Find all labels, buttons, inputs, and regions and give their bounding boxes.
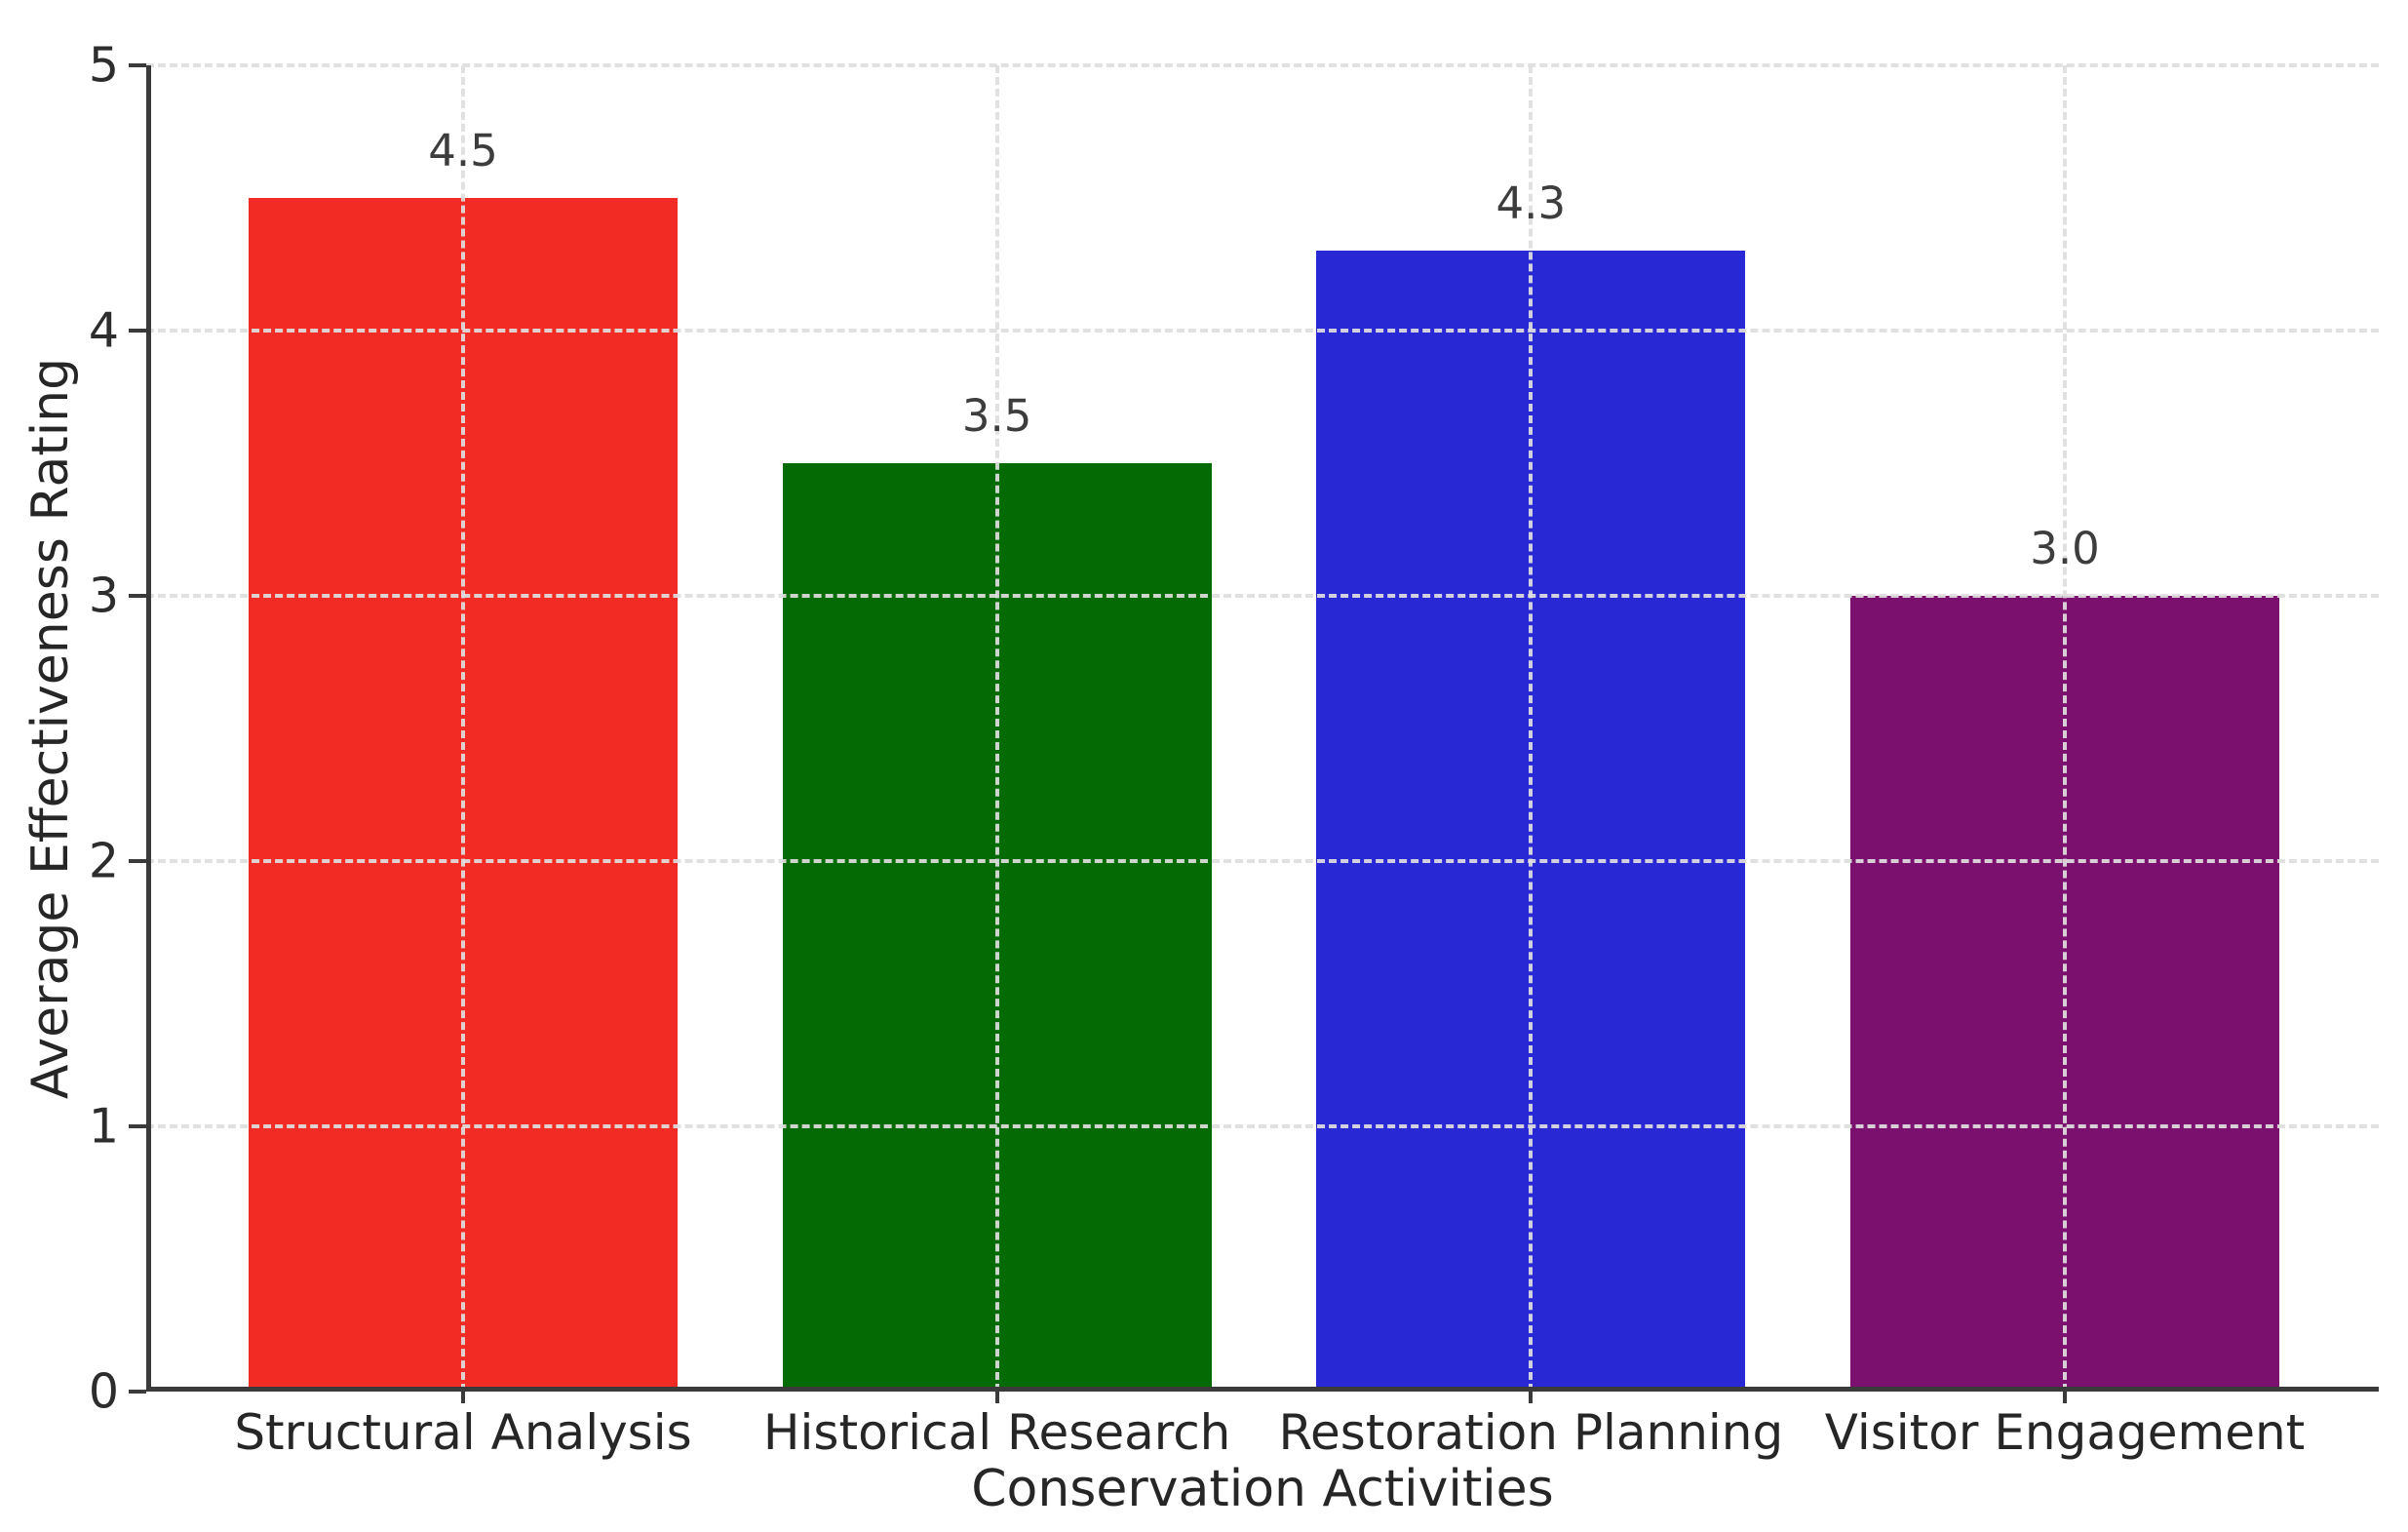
y-tick-4	[129, 329, 146, 333]
gridline-x-visitor-engagement	[2063, 65, 2067, 1392]
gridline-y-1	[146, 1124, 2379, 1128]
y-tick-5	[129, 63, 146, 67]
x-tick-structural-analysis	[461, 1392, 465, 1403]
y-tick-3	[129, 594, 146, 598]
gridline-y-5	[146, 63, 2379, 67]
x-tick-label-structural-analysis: Structural Analysis	[234, 1404, 692, 1461]
bar-value-label-restoration-planning: 4.3	[1495, 177, 1567, 230]
gridline-x-historical-research	[994, 65, 999, 1392]
y-tick-label-3: 3	[88, 568, 119, 624]
y-tick-label-2: 2	[88, 833, 119, 889]
x-axis-spine	[146, 1387, 2379, 1392]
y-tick-1	[129, 1124, 146, 1128]
y-axis-spine	[146, 65, 151, 1392]
bar-value-label-visitor-engagement: 3.0	[2030, 523, 2100, 574]
y-axis-label: Average Effectiveness Rating	[21, 357, 80, 1100]
y-tick-2	[129, 859, 146, 863]
gridline-y-3	[146, 594, 2379, 598]
bar-value-label-structural-analysis: 4.5	[428, 125, 498, 177]
gridline-x-structural-analysis	[461, 65, 465, 1392]
y-tick-label-1: 1	[88, 1098, 119, 1155]
x-tick-visitor-engagement	[2063, 1392, 2067, 1403]
x-axis-label: Conservation Activities	[971, 1460, 1554, 1518]
y-tick-label-5: 5	[88, 37, 119, 94]
y-tick-label-0: 0	[88, 1363, 119, 1420]
x-tick-historical-research	[994, 1392, 999, 1403]
gridline-x-restoration-planning	[1529, 65, 1534, 1392]
plot-area: 0 1 2 3 4 5 4.5 Structural Analysis 3.5 Historica…	[89, 38, 2379, 1461]
y-tick-0	[129, 1390, 146, 1394]
gridline-y-2	[146, 859, 2379, 863]
x-tick-label-visitor-engagement: Visitor Engagement	[1824, 1404, 2306, 1461]
x-tick-label-restoration-planning: Restoration Planning	[1278, 1404, 1784, 1461]
x-tick-label-historical-research: Historical Research	[762, 1404, 1231, 1461]
gridline-y-4	[146, 329, 2379, 333]
bar-value-label-historical-research: 3.5	[961, 390, 1032, 442]
x-tick-restoration-planning	[1529, 1392, 1534, 1403]
y-tick-label-4: 4	[88, 302, 119, 359]
